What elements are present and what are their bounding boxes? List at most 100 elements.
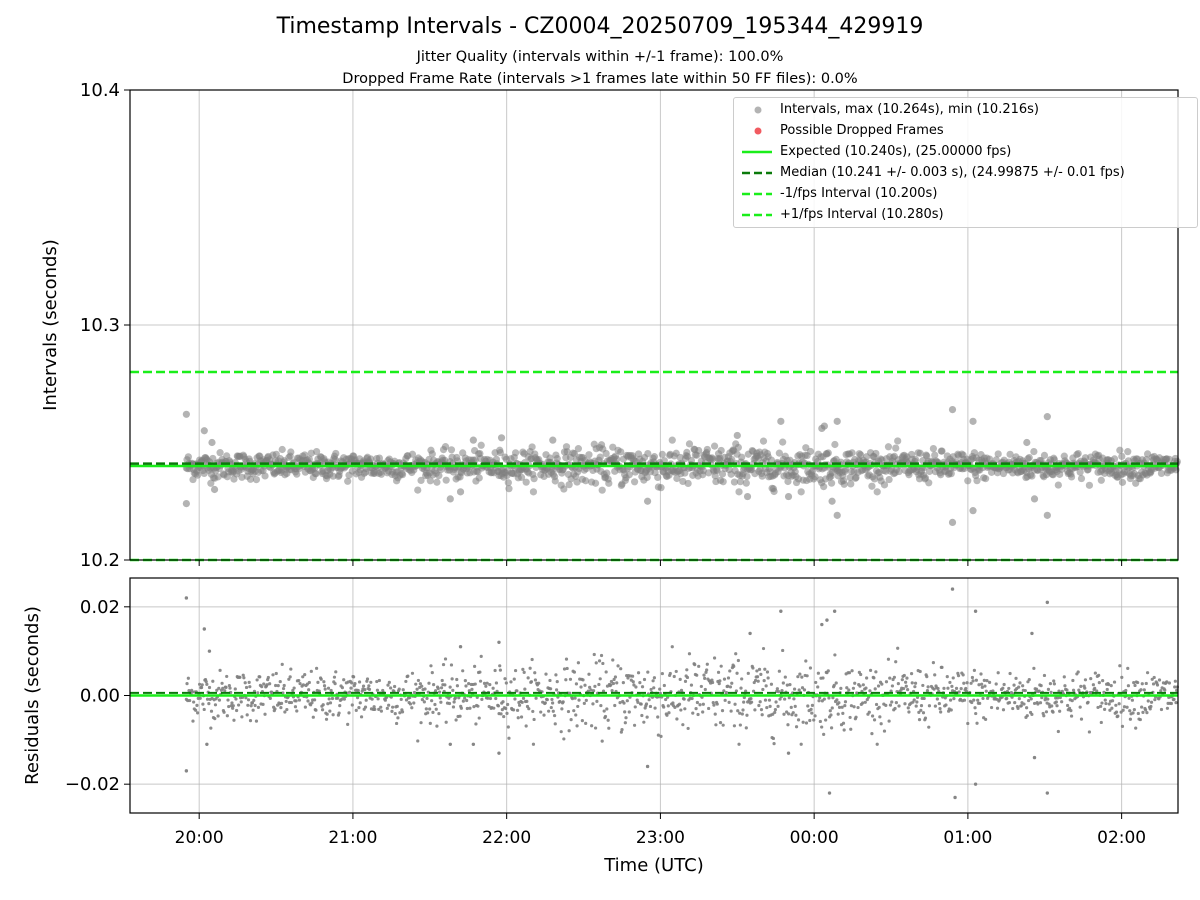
residual-point	[678, 677, 682, 682]
residual-outlier-point	[458, 645, 463, 649]
interval-point	[1118, 478, 1127, 486]
residual-point	[205, 682, 209, 686]
residual-point	[798, 672, 802, 676]
residual-point	[969, 681, 973, 685]
residual-point	[775, 687, 779, 691]
residual-point	[611, 658, 615, 662]
residual-point	[418, 682, 422, 686]
residual-point	[648, 704, 653, 709]
residual-point	[970, 675, 975, 680]
residual-point	[755, 675, 760, 679]
residual-point	[632, 683, 636, 687]
residual-point	[568, 691, 572, 695]
residual-point	[685, 675, 690, 680]
residual-point	[659, 734, 663, 738]
residual-point	[301, 675, 305, 679]
interval-point	[331, 456, 339, 464]
residual-point	[207, 702, 211, 706]
residual-point	[1136, 680, 1140, 685]
residual-point	[942, 686, 946, 690]
residual-point	[732, 724, 737, 728]
residual-point	[726, 684, 730, 688]
residual-point	[1165, 680, 1169, 684]
residual-point	[297, 698, 302, 702]
residual-point	[622, 701, 626, 705]
residual-point	[1173, 679, 1177, 683]
residual-point	[1110, 699, 1115, 703]
residual-point	[1023, 688, 1027, 693]
legend-item-expected: Expected (10.240s), (25.00000 fps)	[734, 142, 1197, 162]
residual-point	[1002, 682, 1006, 687]
residual-point	[537, 681, 541, 685]
residual-point	[793, 704, 797, 708]
dashed-dark-line-marker-icon	[742, 171, 772, 175]
residual-point	[914, 704, 918, 708]
residual-point	[342, 678, 346, 682]
residual-point	[289, 667, 293, 671]
residual-outlier-point	[207, 649, 212, 653]
interval-point	[846, 474, 854, 482]
residual-point	[664, 697, 668, 702]
residual-point	[1049, 690, 1053, 694]
residual-point	[917, 710, 921, 714]
legend-label-intervals: Intervals, max (10.264s), min (10.216s)	[780, 102, 1039, 117]
residual-point	[788, 683, 792, 687]
residual-point	[666, 704, 670, 708]
residual-point	[500, 708, 504, 712]
interval-point	[644, 450, 652, 458]
residual-point	[278, 679, 282, 684]
residual-point	[611, 681, 616, 686]
residual-point	[474, 722, 478, 726]
residual-point	[1174, 701, 1178, 705]
interval-point	[1085, 481, 1094, 489]
residual-point	[365, 677, 370, 681]
residual-point	[1065, 688, 1069, 692]
residual-point	[835, 698, 839, 702]
interval-outlier-point	[182, 410, 190, 418]
residual-point	[1126, 666, 1130, 671]
interval-outlier-point	[549, 436, 557, 444]
interval-point	[435, 471, 443, 480]
residual-point	[801, 720, 805, 724]
residual-outlier-point	[205, 742, 209, 746]
residual-point	[521, 667, 525, 671]
residual-point	[739, 686, 743, 690]
residual-point	[375, 688, 380, 692]
interval-point	[703, 445, 711, 454]
residual-point	[957, 690, 961, 694]
residual-point	[465, 698, 469, 703]
residual-point	[1026, 698, 1031, 703]
residual-point	[1089, 677, 1093, 681]
residual-point	[817, 699, 821, 703]
interval-point	[847, 480, 855, 488]
interval-point	[344, 477, 352, 485]
residual-point	[254, 719, 259, 723]
residual-point	[976, 698, 980, 702]
residual-point	[1027, 678, 1031, 682]
residual-point	[749, 700, 754, 704]
interval-point	[447, 446, 456, 454]
residual-point	[292, 686, 296, 690]
residual-point	[713, 712, 717, 716]
residual-point	[756, 679, 760, 683]
interval-outlier-point	[743, 492, 752, 501]
residual-point	[313, 698, 317, 702]
residual-point	[972, 698, 976, 702]
residual-point	[848, 715, 852, 720]
residual-point	[826, 669, 830, 673]
residual-point	[534, 696, 538, 700]
residual-point	[584, 698, 588, 702]
residual-point	[276, 684, 280, 688]
interval-point	[1110, 455, 1119, 463]
residual-point	[717, 681, 721, 686]
residual-point	[948, 698, 953, 702]
residual-point	[346, 722, 350, 726]
residual-point	[994, 682, 998, 686]
residual-point	[1148, 707, 1152, 711]
residual-point	[974, 711, 978, 716]
interval-point	[931, 451, 939, 459]
residual-point	[649, 687, 653, 692]
residual-point	[892, 675, 896, 679]
interval-point	[884, 443, 893, 451]
residual-point	[331, 713, 335, 717]
